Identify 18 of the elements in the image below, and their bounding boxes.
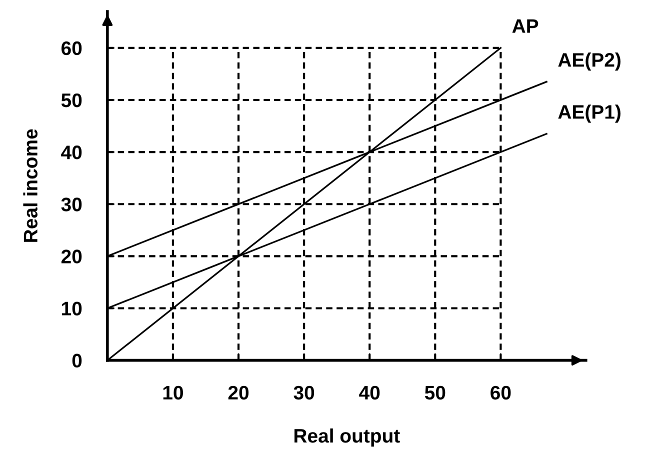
y-tick-label: 60 — [62, 41, 82, 56]
x-tick-label: 10 — [163, 386, 183, 400]
y-tick-label: 50 — [61, 93, 82, 108]
x-tick-label: 40 — [359, 386, 380, 400]
x-axis-title: Real output — [294, 428, 400, 447]
x-tick-label: 50 — [424, 386, 446, 400]
y-tick-label: 0 — [72, 354, 82, 368]
x-tick-label: 60 — [490, 386, 511, 400]
x-tick-label: 20 — [228, 386, 249, 400]
series-label: AE(P1) — [558, 104, 620, 123]
y-tick-label: 30 — [61, 198, 82, 212]
series-label: AP — [512, 19, 538, 33]
x-tick-label: 30 — [294, 386, 314, 400]
y-tick-label: 40 — [61, 146, 82, 160]
y-tick-label: 20 — [61, 250, 82, 264]
y-tick-label: 10 — [62, 302, 82, 316]
series-label: AE(P2) — [558, 52, 620, 71]
y-axis-title: Real income — [23, 129, 38, 242]
